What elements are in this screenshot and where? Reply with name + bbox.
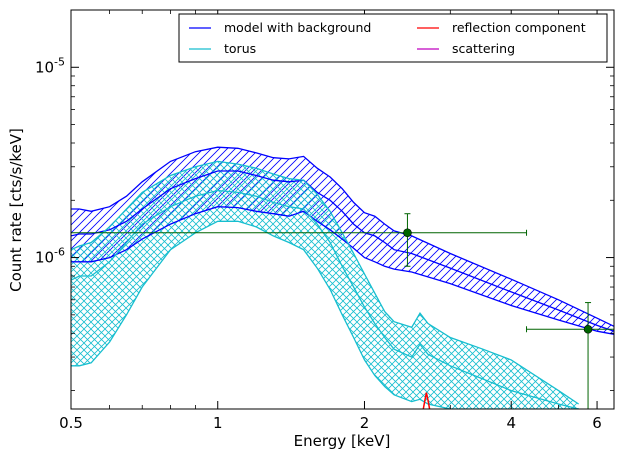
legend-entry-2: reflection component [417,20,586,35]
y-tick-label: 10-5 [35,55,65,76]
x-axis-label: Energy [keV] [294,432,391,450]
x-tick-label: 1 [213,414,223,432]
data-point-marker [583,324,593,334]
series-1-upper-line [71,160,579,405]
legend-label: scattering [452,41,515,56]
x-tick-label: 2 [360,414,370,432]
series-1-center-line [71,189,579,409]
band-fill-1 [71,161,579,409]
data-points-layer [70,213,615,410]
series-1-lower-line [71,220,579,409]
line-layer [71,146,614,409]
data-point-marker [403,228,412,238]
band-layer [71,147,614,409]
series-0-upper-line [71,146,614,327]
y-axis-ticks: 10-6 10-5 [35,9,614,391]
series-2-line [422,392,431,409]
legend: model with background torus reflection com… [178,13,608,63]
plot-frame [70,9,615,410]
data-point-0 [70,213,528,267]
data-point-1 [526,302,615,410]
legend-entry-3: scattering [417,41,515,56]
legend-label: model with background [224,20,371,35]
x-tick-label: 0.5 [59,414,83,432]
legend-label: torus [224,41,256,56]
legend-box [178,13,608,63]
x-tick-label: 4 [506,414,516,432]
legend-label: reflection component [452,20,586,35]
legend-entry-0: model with background [189,20,371,35]
y-tick-label: 10-6 [35,246,65,267]
legend-entry-1: torus [189,41,256,56]
x-tick-label: 6 [592,414,602,432]
series-0-center-line [71,170,614,332]
y-axis-label: Count rate [cts/s/keV] [7,128,25,292]
